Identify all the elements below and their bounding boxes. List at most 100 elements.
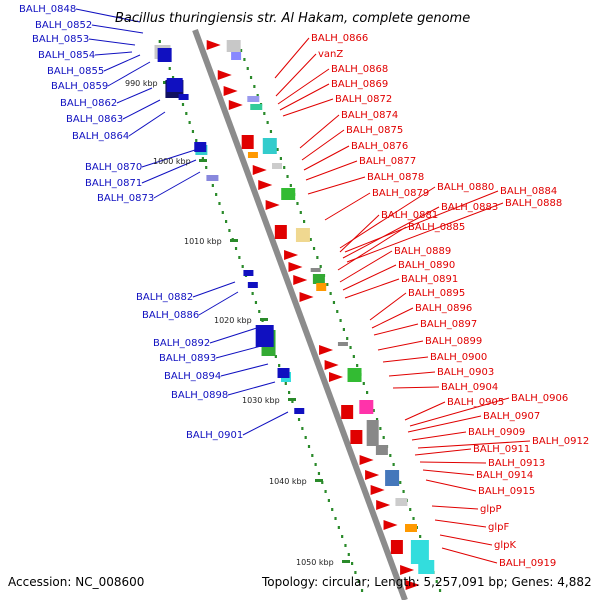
gene-label[interactable]: BALH_0909 <box>468 427 525 438</box>
gene-label[interactable]: BALH_0870 <box>85 162 142 173</box>
gene-label[interactable]: vanZ <box>318 49 343 60</box>
gene-label[interactable]: BALH_0906 <box>511 393 568 404</box>
leader-line <box>342 206 440 259</box>
forward-gene-feature <box>390 540 403 554</box>
leader-line <box>377 340 424 351</box>
leader-line <box>141 159 197 184</box>
reverse-gene-feature <box>294 408 305 414</box>
gene-label[interactable]: BALH_0879 <box>372 188 429 199</box>
gene-label[interactable]: BALH_0884 <box>500 186 557 197</box>
gene-label[interactable]: BALH_0890 <box>398 260 455 271</box>
gene-label[interactable]: BALH_0875 <box>346 125 403 136</box>
forward-gene-feature <box>293 275 308 285</box>
leader-line <box>301 129 345 161</box>
gene-label[interactable]: BALH_0893 <box>159 353 216 364</box>
gene-label[interactable]: BALH_0888 <box>505 198 562 209</box>
leader-line <box>305 160 358 181</box>
gene-label[interactable]: BALH_0864 <box>72 131 129 142</box>
gene-label[interactable]: BALH_0872 <box>335 94 392 105</box>
gene-label[interactable]: BALH_0903 <box>437 367 494 378</box>
reverse-gene-feature <box>206 175 219 181</box>
gene-label[interactable]: BALH_0877 <box>359 156 416 167</box>
gene-label[interactable]: BALH_0868 <box>331 64 388 75</box>
scale-tick <box>299 211 302 214</box>
gene-label[interactable]: BALH_0891 <box>401 274 458 285</box>
gene-label[interactable]: BALH_0881 <box>381 210 438 221</box>
leader-line <box>388 371 436 377</box>
gene-label[interactable]: BALH_0919 <box>499 558 556 569</box>
scale-tick <box>288 391 291 394</box>
leader-line <box>404 401 446 421</box>
gene-label[interactable]: glpF <box>488 522 509 533</box>
gene-label[interactable]: BALH_0874 <box>341 110 398 121</box>
gene-label[interactable]: BALH_0905 <box>447 397 504 408</box>
leader-line <box>339 186 436 249</box>
gene-label[interactable]: BALH_0863 <box>66 114 123 125</box>
gene-label[interactable]: BALH_0871 <box>85 178 142 189</box>
scale-tick <box>317 472 321 475</box>
scale-tick <box>327 499 330 502</box>
gene-label[interactable]: BALH_0907 <box>483 411 540 422</box>
gene-label[interactable]: BALH_0869 <box>331 79 388 90</box>
gene-label[interactable]: BALH_0883 <box>441 202 498 213</box>
reverse-gene-feature <box>194 142 207 152</box>
gene-label[interactable]: BALH_0873 <box>97 193 154 204</box>
gene-label[interactable]: BALH_0914 <box>476 470 533 481</box>
scale-tick <box>324 490 327 493</box>
gene-label[interactable]: BALH_0904 <box>441 382 498 393</box>
gene-label[interactable]: BALH_0885 <box>408 222 465 233</box>
scale-tick <box>296 202 299 205</box>
scale-tick <box>234 247 238 250</box>
gene-label[interactable]: BALH_0876 <box>351 141 408 152</box>
gene-label[interactable]: BALH_0913 <box>488 458 545 469</box>
gene-label[interactable]: BALH_0897 <box>420 319 477 330</box>
gene-label[interactable]: glpP <box>480 504 502 515</box>
scale-major-tick <box>342 560 350 563</box>
gene-label[interactable]: BALH_0889 <box>394 246 451 257</box>
gene-label[interactable]: BALH_0878 <box>367 172 424 183</box>
gene-label[interactable]: BALH_0855 <box>47 66 104 77</box>
gene-label[interactable]: BALH_0892 <box>153 338 210 349</box>
gene-label[interactable]: BALH_0898 <box>171 390 228 401</box>
scale-tick <box>312 247 316 250</box>
gene-label[interactable]: BALH_0880 <box>437 182 494 193</box>
leader-line <box>342 264 397 291</box>
gene-label[interactable]: BALH_0896 <box>415 303 472 314</box>
gene-label[interactable]: BALH_0912 <box>532 436 589 447</box>
scale-tick <box>354 571 357 574</box>
gene-label[interactable]: glpK <box>494 540 516 551</box>
gene-feature <box>385 470 400 486</box>
leader-line <box>422 469 475 476</box>
gene-label[interactable]: BALH_0915 <box>478 486 535 497</box>
gene-label[interactable]: BALH_0900 <box>430 352 487 363</box>
scale-tick <box>339 319 342 322</box>
scale-tick <box>211 184 214 187</box>
gene-label[interactable]: BALH_0886 <box>142 310 199 321</box>
scale-tick <box>258 310 261 313</box>
gene-label[interactable]: BALH_0866 <box>311 33 368 44</box>
scale-tick <box>336 310 339 313</box>
gene-label[interactable]: BALH_0848 <box>19 4 76 15</box>
gene-label[interactable]: BALH_0853 <box>32 34 89 45</box>
leader-line <box>277 68 330 105</box>
gene-label[interactable]: BALH_0895 <box>408 288 465 299</box>
scale-tick <box>278 364 281 367</box>
gene-label[interactable]: BALH_0852 <box>35 20 92 31</box>
gene-label[interactable]: BALH_0899 <box>425 336 482 347</box>
gene-label[interactable]: BALH_0911 <box>473 444 530 455</box>
gene-label[interactable]: BALH_0901 <box>186 430 243 441</box>
gene-label[interactable]: BALH_0862 <box>60 98 117 109</box>
forward-gene-feature <box>265 200 280 210</box>
gene-label[interactable]: BALH_0859 <box>51 81 108 92</box>
gene-labels: BALH_0848 BALH_0852 BALH_0853 BALH_0854 BALH… <box>19 4 589 569</box>
leader-line <box>417 440 531 449</box>
gene-feature <box>316 283 327 291</box>
scale-tick <box>307 445 311 448</box>
gene-label[interactable]: BALH_0894 <box>164 371 221 382</box>
leader-line <box>215 344 266 359</box>
gene-feature <box>226 40 241 52</box>
gene-feature <box>347 368 362 382</box>
scale-major-tick <box>230 239 238 242</box>
gene-label[interactable]: BALH_0882 <box>136 292 193 303</box>
gene-label[interactable]: BALH_0854 <box>38 50 95 61</box>
